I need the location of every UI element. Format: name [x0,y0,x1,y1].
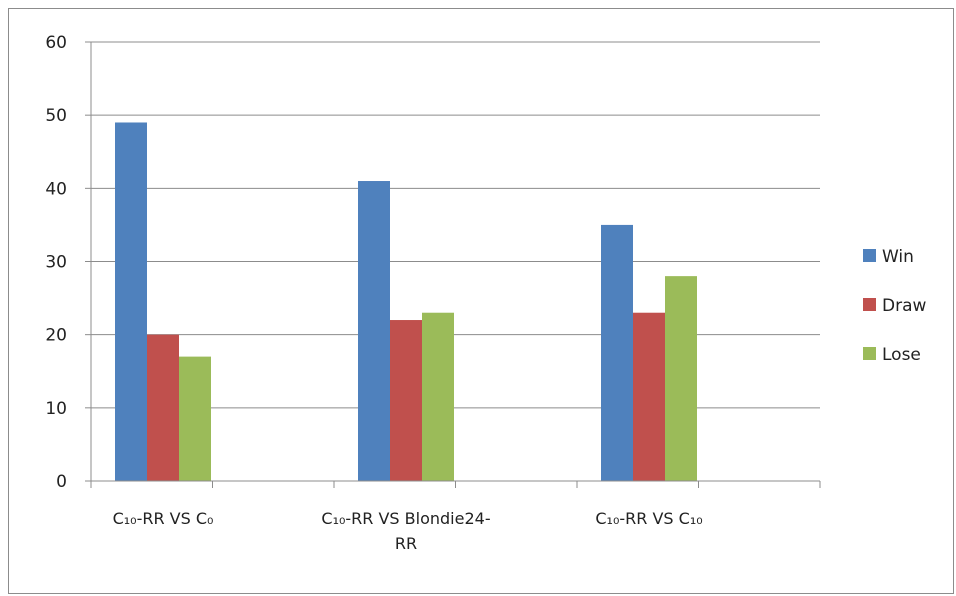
legend-label-win: Win [882,247,914,267]
legend-swatch-draw [863,298,876,311]
x-category-label: C₁₀-RR VS C₀ [113,509,214,528]
y-tick-label: 60 [45,33,67,53]
y-tick-label: 50 [45,106,67,126]
legend: Win Draw Lose [863,247,926,365]
y-tick-label: 40 [45,179,67,199]
y-tick-label: 10 [45,399,67,419]
legend-label-lose: Lose [882,345,921,365]
x-category-label: C₁₀-RR VS C₁₀ [595,509,702,528]
bars [115,122,697,481]
y-tick-label: 30 [45,253,67,273]
bar-win [601,224,633,481]
y-tick-labels: 0 10 20 30 40 50 60 [45,33,67,492]
gridlines [91,41,820,409]
y-tick-label: 0 [56,472,67,492]
x-category-label: C₁₀-RR VS Blondie24- [321,509,490,528]
y-tick-label: 20 [45,326,67,346]
legend-swatch-win [863,249,876,262]
axes [85,41,821,488]
bar-win [115,122,147,481]
bar-draw [633,312,665,481]
bar-lose [665,276,697,481]
bar-lose [179,356,211,481]
legend-swatch-lose [863,347,876,360]
x-category-labels: C₁₀-RR VS C₀ C₁₀-RR VS Blondie24- RR C₁₀-RR… [113,509,703,553]
bar-draw [147,334,179,481]
x-category-label: RR [395,534,417,553]
chart-frame [8,8,954,594]
legend-label-draw: Draw [882,296,926,316]
bar-lose [422,312,454,481]
bar-draw [390,320,422,481]
bar-win [358,181,390,481]
